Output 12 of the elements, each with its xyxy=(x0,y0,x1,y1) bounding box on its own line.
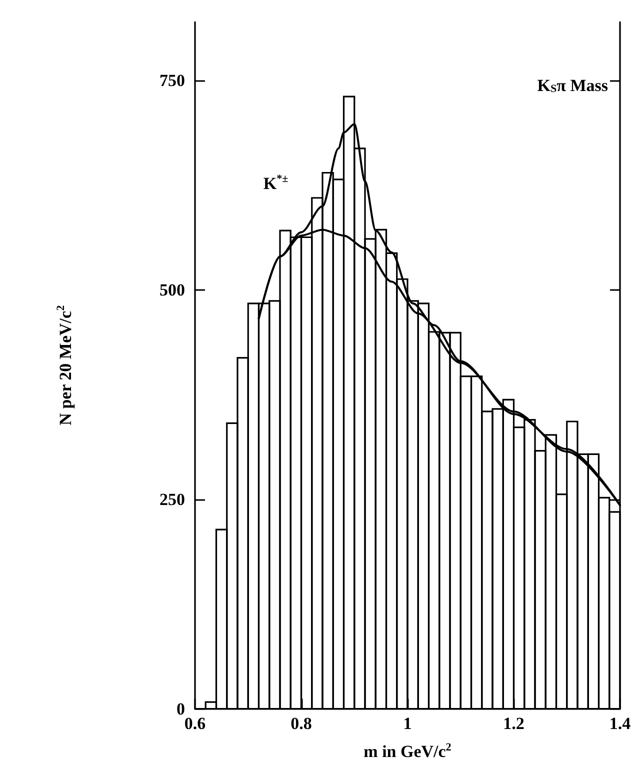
annotation: KSπ Mass xyxy=(537,76,608,95)
x-tick-label: 1 xyxy=(403,714,412,733)
x-tick-label: 1.4 xyxy=(609,714,632,733)
y-axis-title: N per 20 MeV/c2 xyxy=(55,304,75,426)
y-tick-label: 250 xyxy=(160,490,185,509)
y-tick-label: 500 xyxy=(160,280,185,300)
x-tick-label: 0.8 xyxy=(290,714,312,733)
annotation: K*± xyxy=(263,173,288,193)
y-tick-label: 0 xyxy=(176,699,185,718)
x-tick-label: 0.6 xyxy=(184,714,206,733)
x-tick-label: 1.2 xyxy=(503,714,524,733)
y-tick-label: 750 xyxy=(160,71,185,90)
